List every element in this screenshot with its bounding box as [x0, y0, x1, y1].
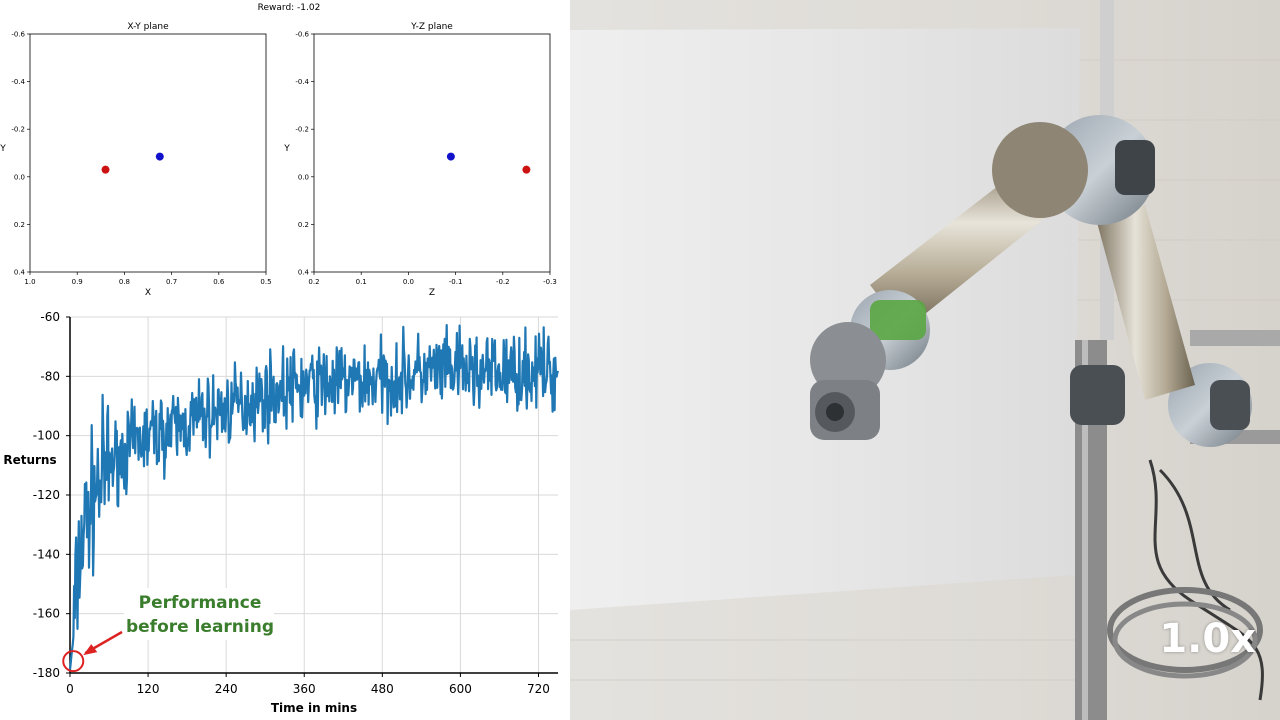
- scatter-plot-xy: X-Y plane 1.0 0.9 0.8 0.7 0.6 0.5 -0.6 -0.4 -0.2 0…: [0, 22, 272, 298]
- y-tick-label: -80: [40, 369, 60, 383]
- plot-title: Y-Z plane: [410, 22, 453, 32]
- point-red: [522, 165, 531, 174]
- annotation-text-line2: before learning: [126, 617, 274, 637]
- y-tick-label: -0.6: [295, 31, 309, 39]
- point-red: [101, 165, 110, 174]
- x-axis-label: Time in mins: [271, 701, 357, 715]
- plot-title: X-Y plane: [127, 22, 169, 32]
- y-tick-label: -0.4: [11, 78, 25, 86]
- annotation-arrow-head: [83, 644, 98, 656]
- y-tick-label: 0.4: [298, 269, 310, 277]
- plot-frame: [313, 33, 551, 273]
- y-tick-label: -160: [33, 607, 60, 621]
- x-tick-label: 1.0: [24, 278, 35, 286]
- y-tick-label: -140: [33, 547, 60, 561]
- y-tick-label: -120: [33, 488, 60, 502]
- x-tick-label: 720: [527, 682, 550, 696]
- x-tick-label: 0.6: [213, 278, 225, 286]
- y-axis-label: Returns: [3, 453, 56, 467]
- x-axis-label: X: [145, 288, 151, 298]
- x-tick-label: 360: [293, 682, 316, 696]
- x-tick-label: 480: [371, 682, 394, 696]
- y-tick-label: 0.0: [298, 173, 309, 181]
- scatter-plot-yz: Y-Z plane 0.2 0.1 0.0 -0.1 -0.2 -0.3 -0.6 -0.4 -0…: [283, 22, 557, 298]
- point-blue: [155, 152, 164, 161]
- y-tick-label: -0.4: [295, 78, 309, 86]
- annotation-circle: [62, 650, 85, 673]
- annotation-bg: [124, 588, 274, 640]
- returns-series-line: [68, 324, 560, 670]
- x-tick-label: 0.5: [260, 278, 271, 286]
- y-tick-label: 0.0: [14, 173, 25, 181]
- y-axis-label: Y: [0, 144, 6, 154]
- x-tick-label: 120: [137, 682, 160, 696]
- x-tick-label: -0.1: [449, 278, 463, 286]
- x-tick-label: 0.9: [72, 278, 83, 286]
- x-tick-label: 0.0: [403, 278, 414, 286]
- x-tick-label: 0.7: [166, 278, 177, 286]
- plots-panel: Reward: -1.02 X-Y plane 1.0 0.9 0.8 0.7 0.6 0.5…: [0, 0, 570, 720]
- y-tick-label: 0.2: [298, 221, 309, 229]
- point-blue: [446, 152, 455, 161]
- robot-video-panel: 1.0x: [570, 0, 1280, 720]
- plot-frame: [29, 33, 267, 273]
- robot-arm-photo: [570, 0, 1280, 720]
- y-tick-label: -180: [33, 666, 60, 680]
- y-tick-label: 0.4: [14, 269, 26, 277]
- x-tick-label: 240: [215, 682, 238, 696]
- x-tick-label: 600: [449, 682, 472, 696]
- x-tick-label: 0.1: [356, 278, 367, 286]
- plots-svg: Reward: -1.02 X-Y plane 1.0 0.9 0.8 0.7 0.6 0.5…: [0, 3, 560, 715]
- reward-text: Reward: -1.02: [258, 3, 321, 13]
- annotation-text-line1: Performance: [139, 593, 262, 613]
- y-tick-label: -0.2: [295, 126, 309, 134]
- y-tick-label: 0.2: [14, 221, 25, 229]
- y-tick-label: -100: [33, 429, 60, 443]
- x-tick-label: 0.8: [119, 278, 130, 286]
- x-tick-label: 0: [66, 682, 74, 696]
- x-tick-label: -0.2: [496, 278, 510, 286]
- y-tick-label: -60: [40, 310, 60, 324]
- x-tick-label: -0.3: [543, 278, 557, 286]
- y-axis-label: Y: [283, 144, 290, 154]
- x-tick-label: 0.2: [308, 278, 319, 286]
- playback-speed-label: 1.0x: [1159, 616, 1256, 662]
- y-tick-label: -0.2: [11, 126, 25, 134]
- returns-chart: -60 -80 -100 -120 -140 -160 -180 0 120 240 360 480 6…: [3, 310, 560, 715]
- x-axis-label: Z: [429, 288, 435, 298]
- y-tick-label: -0.6: [11, 31, 25, 39]
